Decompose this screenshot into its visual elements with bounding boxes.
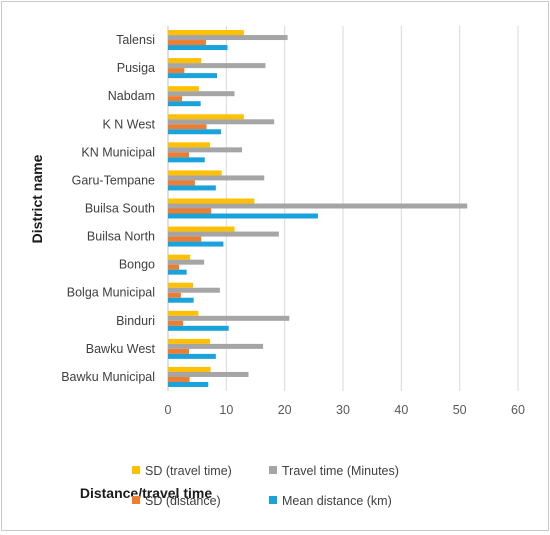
bar-nabdam-series-0 — [168, 86, 199, 92]
bar-binduri-series-1 — [168, 315, 290, 321]
category-label: Builsa North — [87, 230, 155, 244]
bar-builsa-north-series-0 — [168, 226, 235, 232]
bar-builsa-south-series-2 — [168, 208, 212, 214]
bar-k-n-west-series-2 — [168, 124, 207, 130]
x-tick-label: 10 — [219, 403, 233, 417]
bar-bongo-series-2 — [168, 264, 180, 270]
bar-builsa-south-series-1 — [168, 203, 468, 209]
bar-kn-municipal-series-0 — [168, 142, 210, 148]
category-label: Bawku West — [86, 342, 156, 356]
legend-swatch-1 — [269, 466, 277, 474]
bar-kn-municipal-series-2 — [168, 152, 189, 158]
bars-group — [168, 30, 468, 387]
x-tick-label: 50 — [453, 403, 467, 417]
x-tick-label: 20 — [278, 403, 292, 417]
legend-label-0: SD (travel time) — [145, 464, 232, 478]
bar-talensi-series-3 — [168, 45, 228, 51]
legend-swatch-0 — [132, 466, 140, 474]
x-tick-labels: 0 10 20 30 40 50 60 — [165, 403, 525, 417]
category-label: Garu-Tempane — [72, 173, 155, 187]
bar-builsa-north-series-3 — [168, 241, 224, 247]
bar-pusiga-series-1 — [168, 63, 266, 69]
category-label: K N West — [102, 117, 155, 131]
bar-bolga-municipal-series-3 — [168, 297, 194, 303]
category-label: Builsa South — [85, 202, 155, 216]
bar-builsa-north-series-1 — [168, 231, 279, 237]
bar-builsa-south-series-3 — [168, 213, 318, 219]
legend: SD (travel time) Travel time (Minutes) SD … — [132, 464, 399, 508]
category-label: Bolga Municipal — [67, 286, 155, 300]
bar-garu-tempane-series-3 — [168, 185, 216, 191]
bar-nabdam-series-3 — [168, 101, 201, 107]
bar-k-n-west-series-1 — [168, 119, 275, 125]
bar-pusiga-series-2 — [168, 68, 185, 74]
bar-bawku-west-series-3 — [168, 353, 216, 359]
bar-binduri-series-3 — [168, 325, 229, 331]
bar-bolga-municipal-series-2 — [168, 292, 181, 298]
category-label: Talensi — [116, 33, 155, 47]
legend-label-2: SD (distance) — [145, 494, 221, 508]
bar-builsa-north-series-2 — [168, 236, 202, 242]
bar-talensi-series-0 — [168, 30, 244, 36]
category-label: Pusiga — [117, 61, 155, 75]
bar-bawku-municipal-series-1 — [168, 371, 249, 377]
bar-bawku-west-series-2 — [168, 348, 189, 354]
bar-builsa-south-series-0 — [168, 198, 255, 204]
bar-bongo-series-3 — [168, 269, 187, 275]
bar-garu-tempane-series-2 — [168, 180, 195, 186]
x-tick-label: 0 — [165, 403, 172, 417]
x-axis-title: Distance/travel time — [80, 485, 212, 501]
bar-talensi-series-2 — [168, 40, 206, 46]
bar-bolga-municipal-series-0 — [168, 282, 194, 288]
bar-kn-municipal-series-1 — [168, 147, 243, 153]
category-label: Binduri — [116, 314, 155, 328]
x-tick-label: 60 — [511, 403, 525, 417]
bar-bongo-series-0 — [168, 254, 191, 260]
category-label: KN Municipal — [81, 145, 155, 159]
bar-binduri-series-0 — [168, 310, 199, 316]
category-label: Bawku Municipal — [61, 370, 155, 384]
bar-kn-municipal-series-3 — [168, 157, 205, 163]
bar-bawku-municipal-series-0 — [168, 366, 211, 372]
legend-swatch-2 — [132, 496, 140, 504]
x-tick-label: 40 — [394, 403, 408, 417]
category-label: Bongo — [119, 258, 155, 272]
bar-k-n-west-series-0 — [168, 114, 244, 120]
bar-bawku-municipal-series-3 — [168, 381, 209, 387]
bar-binduri-series-2 — [168, 320, 184, 326]
bar-nabdam-series-1 — [168, 91, 235, 97]
category-label: Nabdam — [108, 89, 155, 103]
bar-bolga-municipal-series-1 — [168, 287, 220, 293]
bar-talensi-series-1 — [168, 35, 288, 41]
bar-nabdam-series-2 — [168, 96, 182, 102]
y-axis-title: District name — [29, 154, 45, 243]
legend-label-3: Mean distance (km) — [282, 494, 392, 508]
bar-bawku-municipal-series-2 — [168, 376, 190, 382]
bar-bongo-series-1 — [168, 259, 205, 265]
x-tick-label: 30 — [336, 403, 350, 417]
bar-k-n-west-series-3 — [168, 129, 222, 135]
bar-garu-tempane-series-1 — [168, 175, 265, 181]
bar-pusiga-series-0 — [168, 58, 202, 64]
bar-garu-tempane-series-0 — [168, 170, 222, 176]
bar-pusiga-series-3 — [168, 73, 217, 79]
bar-chart: Talensi Pusiga Nabdam K N West KN Municipal G… — [29, 26, 525, 508]
bar-bawku-west-series-1 — [168, 343, 264, 349]
bar-bawku-west-series-0 — [168, 338, 210, 344]
category-labels: Talensi Pusiga Nabdam K N West KN Municipal G… — [61, 33, 155, 384]
legend-label-1: Travel time (Minutes) — [282, 464, 399, 478]
legend-swatch-3 — [269, 496, 277, 504]
